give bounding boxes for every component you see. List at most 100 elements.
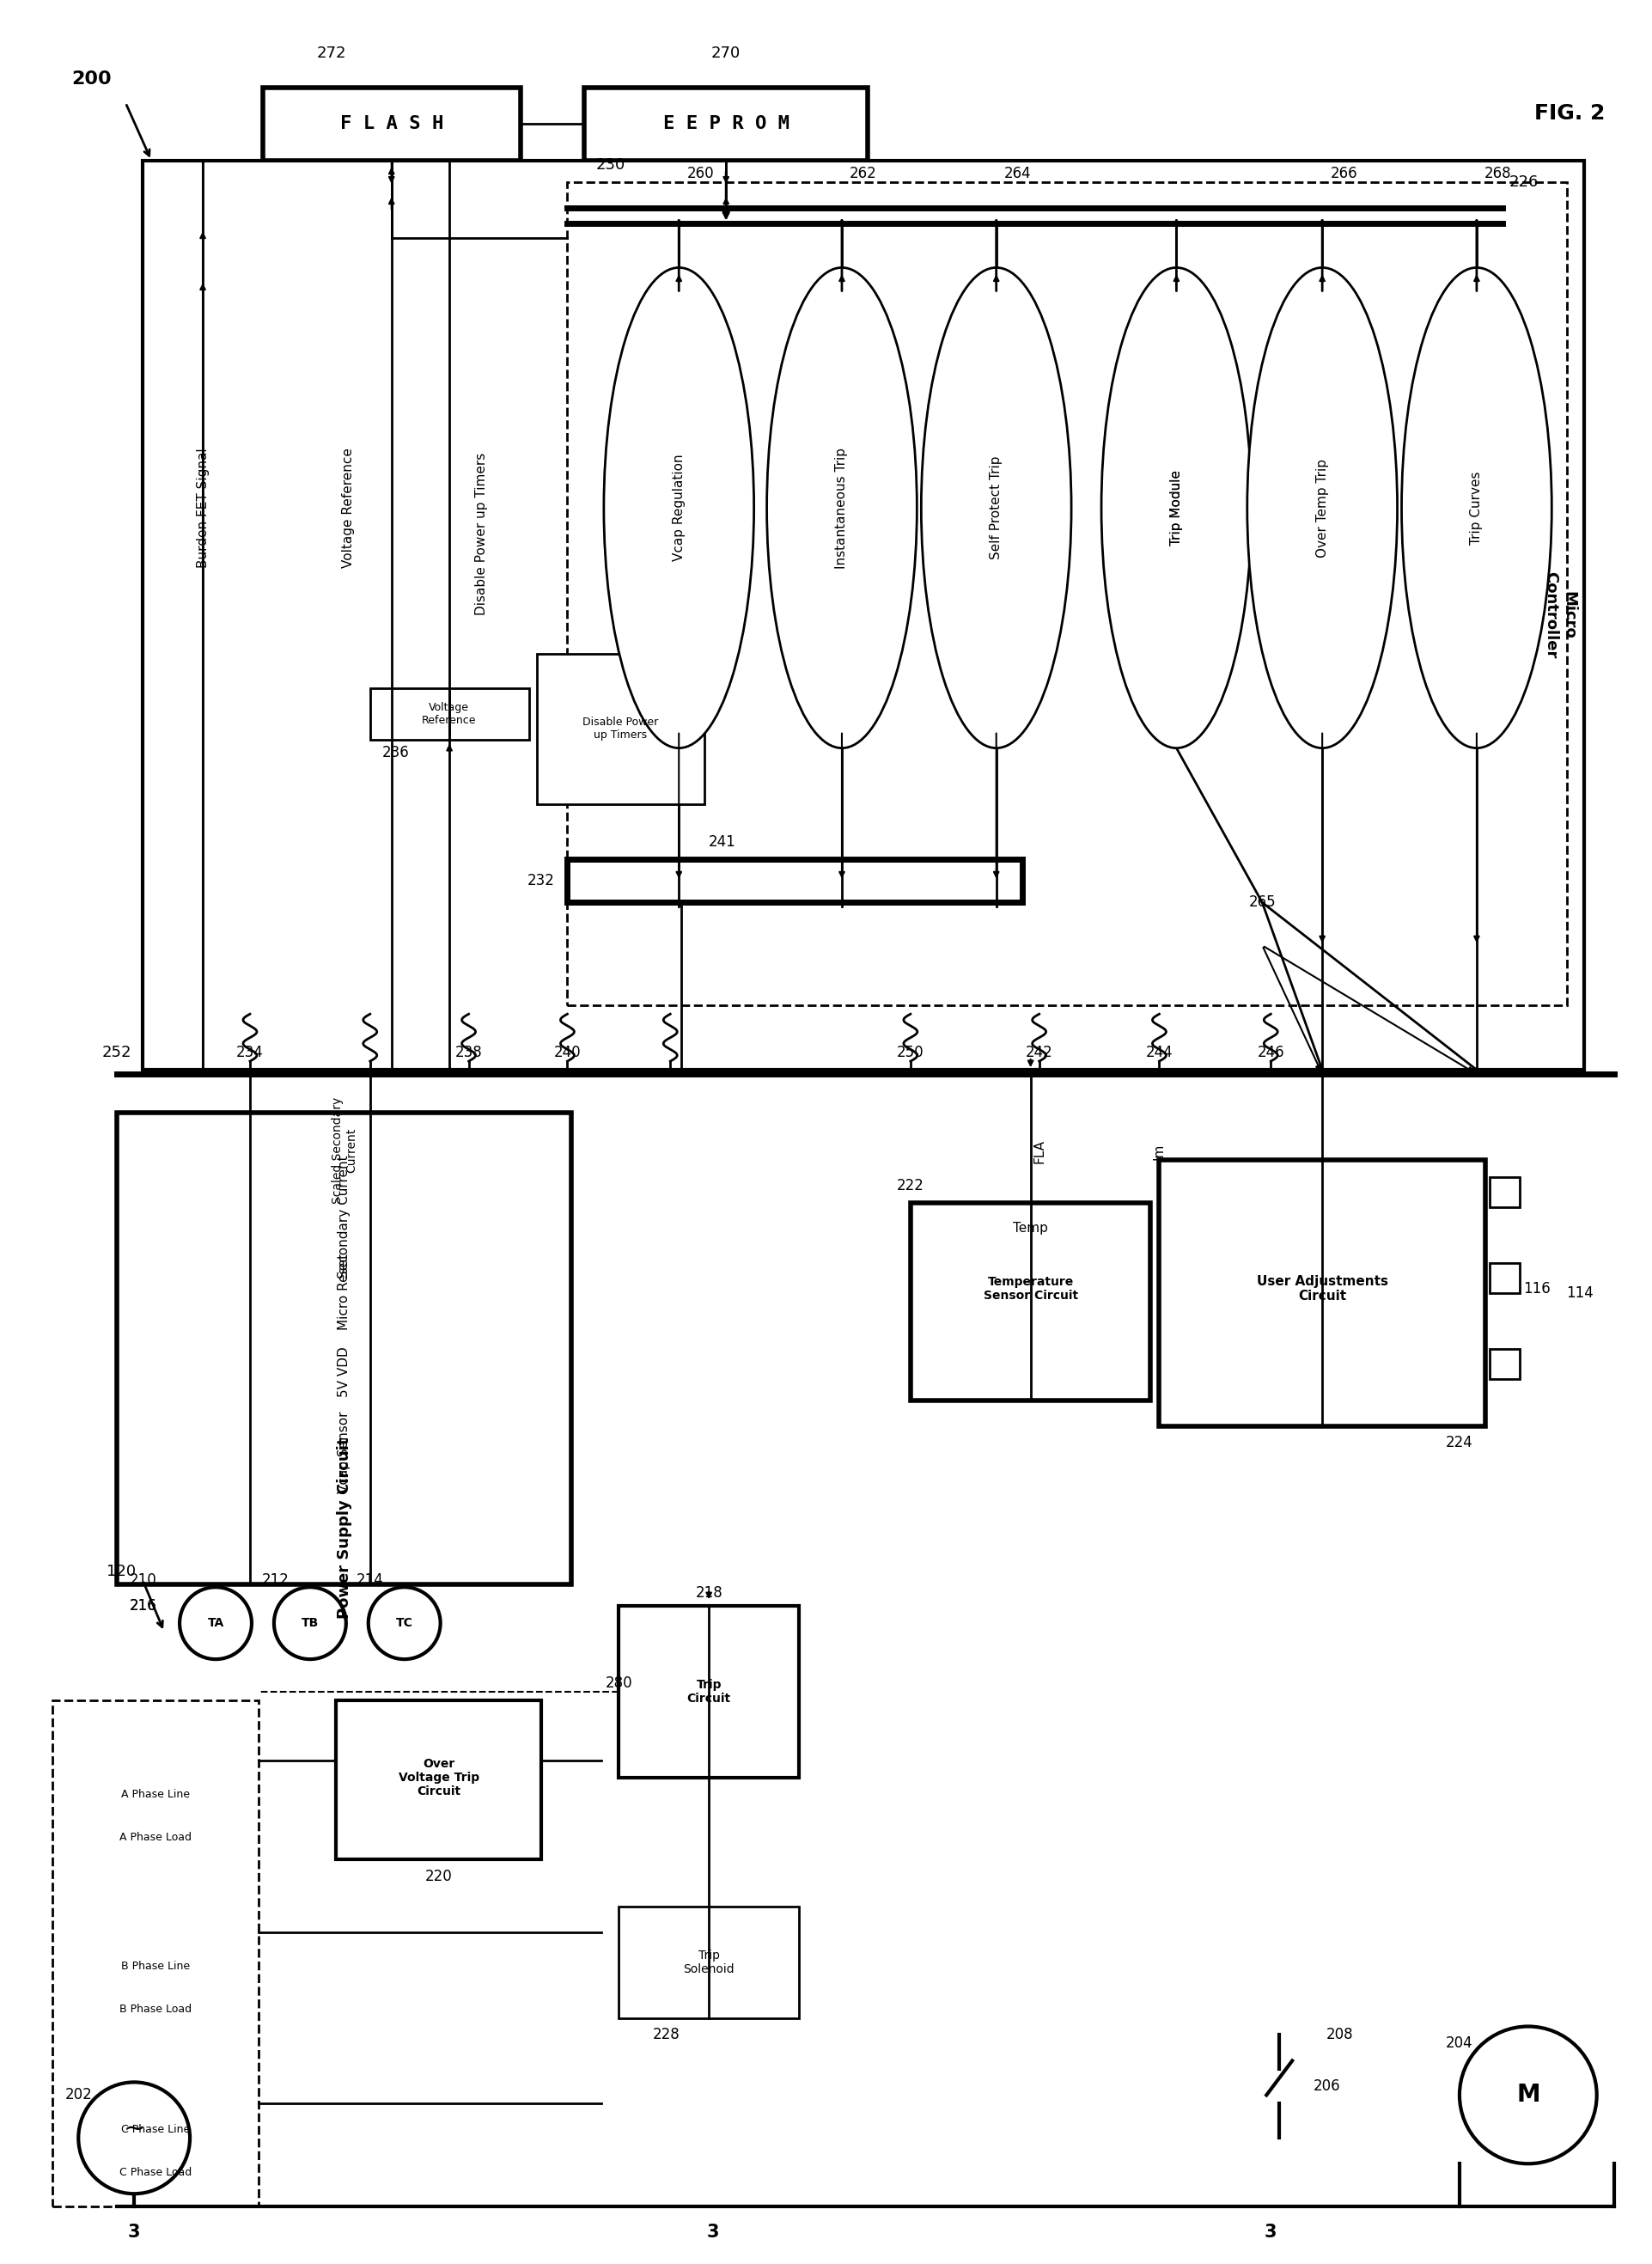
Text: 241: 241	[709, 835, 735, 851]
Text: 264: 264	[1004, 165, 1031, 181]
Bar	[1160, 1159, 1485, 1426]
Text: 238: 238	[454, 1046, 482, 1060]
Bar	[537, 654, 705, 804]
Text: B Phase Line: B Phase Line	[121, 1961, 190, 1972]
Ellipse shape	[1102, 267, 1252, 747]
Text: 214: 214	[357, 1573, 383, 1587]
Text: Secondary Current: Secondary Current	[339, 1155, 350, 1279]
Text: F L A S H: F L A S H	[340, 115, 443, 134]
Text: 222: 222	[897, 1177, 923, 1193]
Text: 232: 232	[527, 874, 555, 890]
Text: 234: 234	[236, 1046, 264, 1060]
Text: Trip Module: Trip Module	[1170, 471, 1183, 546]
Text: 260: 260	[687, 165, 714, 181]
Text: 208: 208	[1327, 2026, 1353, 2042]
Text: Power Supply Circuit: Power Supply Circuit	[337, 1438, 352, 1619]
Bar	[910, 1202, 1151, 1399]
Text: Disable Power up Timers: Disable Power up Timers	[476, 453, 487, 616]
Text: User Adjustments
Circuit: User Adjustments Circuit	[1257, 1275, 1388, 1302]
Bar	[1490, 1349, 1520, 1379]
Text: 204: 204	[1446, 2035, 1474, 2051]
Ellipse shape	[922, 267, 1072, 747]
Text: Micro
Controller: Micro Controller	[1543, 571, 1576, 659]
Circle shape	[78, 2083, 190, 2194]
Text: Voltage Reference: Voltage Reference	[342, 448, 355, 568]
Bar	[585, 88, 867, 161]
Text: M: M	[1517, 2083, 1540, 2108]
Bar	[117, 1112, 572, 1585]
Text: 244: 244	[1146, 1046, 1173, 1060]
Text: 200: 200	[71, 70, 111, 88]
Text: 216: 216	[129, 1598, 157, 1614]
Text: Over
Voltage Trip
Circuit: Over Voltage Trip Circuit	[398, 1757, 479, 1798]
Text: C Phase Line: C Phase Line	[121, 2124, 190, 2135]
Text: 3: 3	[707, 2223, 719, 2241]
Text: B Phase Load: B Phase Load	[119, 2004, 192, 2015]
Text: TC: TC	[396, 1616, 413, 1630]
Text: Vcap Regulation: Vcap Regulation	[672, 455, 686, 561]
Text: Disable Power
up Timers: Disable Power up Timers	[583, 715, 659, 740]
Text: Self Protect Trip: Self Protect Trip	[990, 455, 1003, 559]
Bar	[567, 181, 1566, 1005]
Bar	[335, 1700, 542, 1859]
Text: C Phase Load: C Phase Load	[119, 2167, 192, 2178]
Text: 116: 116	[1523, 1281, 1550, 1297]
Text: ~: ~	[124, 2117, 145, 2142]
Ellipse shape	[1401, 267, 1551, 747]
Bar	[1490, 1177, 1520, 1207]
Text: 265: 265	[1249, 894, 1275, 910]
Text: 270: 270	[712, 45, 740, 61]
Text: Trip Module: Trip Module	[1170, 471, 1183, 546]
Bar	[142, 161, 1584, 1071]
Text: 212: 212	[263, 1573, 289, 1587]
Text: 252: 252	[102, 1046, 132, 1060]
Text: Im: Im	[1153, 1143, 1166, 1159]
Text: Temp: Temp	[1013, 1223, 1047, 1234]
Text: 224: 224	[1446, 1435, 1474, 1451]
Text: 202: 202	[64, 2087, 93, 2103]
Text: 228: 228	[653, 2026, 679, 2042]
Text: 5V VDD: 5V VDD	[339, 1347, 350, 1397]
Ellipse shape	[605, 267, 753, 747]
Bar	[1490, 1263, 1520, 1293]
Circle shape	[274, 1587, 345, 1660]
Text: Trip Curves: Trip Curves	[1470, 471, 1483, 546]
Bar	[620, 1605, 800, 1777]
Text: Vcap Sensor: Vcap Sensor	[339, 1410, 350, 1494]
Bar	[370, 688, 529, 740]
Text: Over Temp Trip: Over Temp Trip	[1315, 457, 1328, 557]
Text: Scaled Secondary
Current: Scaled Secondary Current	[332, 1098, 357, 1204]
Text: 206: 206	[1313, 2078, 1340, 2094]
Ellipse shape	[1247, 267, 1398, 747]
Text: TB: TB	[301, 1616, 319, 1630]
Text: 250: 250	[897, 1046, 923, 1060]
Text: 218: 218	[695, 1585, 722, 1601]
Text: 272: 272	[317, 45, 347, 61]
Text: TA: TA	[208, 1616, 225, 1630]
Bar	[142, 161, 1584, 1071]
Ellipse shape	[767, 267, 917, 747]
Text: Temperature
Sensor Circuit: Temperature Sensor Circuit	[983, 1275, 1077, 1302]
Bar	[263, 88, 520, 161]
Text: Voltage
Reference: Voltage Reference	[421, 702, 476, 727]
Text: 266: 266	[1330, 165, 1358, 181]
Text: 262: 262	[849, 165, 877, 181]
Text: 3: 3	[1264, 2223, 1277, 2241]
Text: 226: 226	[1508, 174, 1538, 190]
Text: 216: 216	[129, 1598, 157, 1614]
Text: E E P R O M: E E P R O M	[662, 115, 790, 134]
Text: Trip
Circuit: Trip Circuit	[687, 1680, 730, 1705]
Text: 242: 242	[1026, 1046, 1052, 1060]
Text: FLA: FLA	[1032, 1139, 1046, 1164]
Text: Instantaneous Trip: Instantaneous Trip	[836, 448, 849, 568]
Circle shape	[368, 1587, 441, 1660]
Bar	[53, 1700, 259, 2207]
Text: 114: 114	[1566, 1286, 1593, 1300]
Text: Micro Reset: Micro Reset	[339, 1254, 350, 1331]
Text: 210: 210	[129, 1573, 157, 1587]
Text: 120: 120	[107, 1564, 135, 1580]
Text: 3: 3	[127, 2223, 140, 2241]
Text: 236: 236	[382, 745, 410, 761]
Text: 240: 240	[553, 1046, 582, 1060]
Bar	[567, 860, 1023, 903]
